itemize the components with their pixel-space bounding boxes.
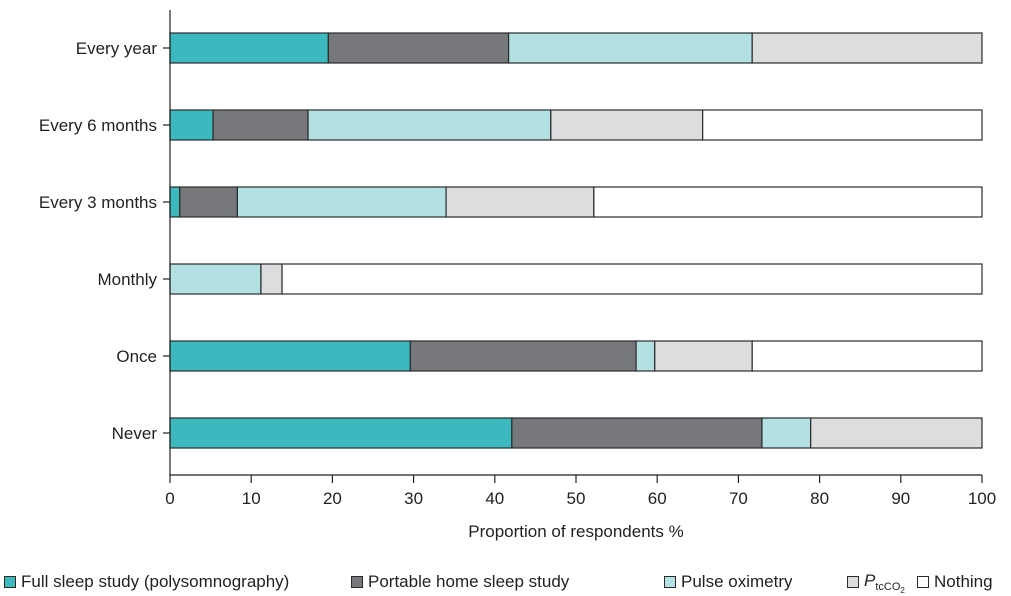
- bar-pulse-oximetry-every-3-months: [236, 186, 447, 218]
- bar-pulse-oximetry-once: [635, 340, 656, 372]
- bar-full-sleep-study-polysomnography-once: [169, 340, 411, 372]
- bar-pulse-oximetry-every-6-months: [307, 109, 552, 141]
- legend-label-ptcco2-subsub: 2: [900, 585, 905, 595]
- legend-label-portable-home-sleep-study: Portable home sleep study: [368, 572, 570, 591]
- bar-portable-home-sleep-study-once: [409, 340, 637, 372]
- y-tick-label-every-3-months: Every 3 months: [39, 193, 157, 212]
- legend-swatch-portable-home-sleep-study: [351, 576, 363, 588]
- x-tick-label-50: 50: [567, 489, 586, 508]
- bar-pulse-oximetry-never: [761, 417, 812, 449]
- x-tick-label-90: 90: [891, 489, 910, 508]
- bar-portable-home-sleep-study-every-6-months: [212, 109, 309, 141]
- x-tick-label-40: 40: [485, 489, 504, 508]
- legend-label-ptcco2-main: P: [864, 570, 876, 590]
- x-tick-label-70: 70: [729, 489, 748, 508]
- bar-ptcco2-every-year: [751, 32, 983, 64]
- x-tick-label-10: 10: [242, 489, 261, 508]
- x-tick-label-100: 100: [968, 489, 996, 508]
- stacked-bar-chart: Every year Every 6 months Every 3 months Mo…: [39, 10, 996, 541]
- legend-item-polysomnography: Full sleep study (polysomnography): [4, 571, 289, 593]
- bar-nothing-every-6-months: [702, 109, 983, 141]
- legend-swatch-polysomnography: [4, 576, 16, 588]
- legend-item-ptcco2: PtcCO2: [847, 570, 905, 595]
- legend-swatch-nothing: [917, 576, 929, 588]
- legend-item-pulse-oximetry: Pulse oximetry: [664, 571, 792, 593]
- bar-full-sleep-study-polysomnography-every-3-months: [169, 186, 181, 218]
- bar-nothing-every-3-months: [593, 186, 983, 218]
- x-tick-label-30: 30: [404, 489, 423, 508]
- x-tick-label-80: 80: [810, 489, 829, 508]
- y-tick-label-monthly: Monthly: [97, 270, 157, 289]
- bar-ptcco2-monthly: [260, 263, 283, 295]
- bar-portable-home-sleep-study-every-3-months: [179, 186, 238, 218]
- chart-legend: Full sleep study (polysomnography) Porta…: [0, 570, 1011, 595]
- x-tick-label-0: 0: [165, 489, 174, 508]
- bar-ptcco2-once: [654, 340, 753, 372]
- bar-portable-home-sleep-study-never: [511, 417, 763, 449]
- legend-label-pulse-oximetry: Pulse oximetry: [681, 572, 793, 591]
- bar-full-sleep-study-polysomnography-never: [169, 417, 513, 449]
- bar-pulse-oximetry-every-year: [508, 32, 753, 64]
- legend-swatch-pulse-oximetry: [664, 576, 676, 588]
- y-tick-label-once: Once: [116, 347, 157, 366]
- bar-portable-home-sleep-study-every-year: [327, 32, 510, 64]
- legend-label-ptcco2: PtcCO2: [864, 570, 905, 595]
- legend-label-ptcco2-sub-text: tcCO: [875, 580, 901, 593]
- legend-item-portable-home-sleep-study: Portable home sleep study: [351, 571, 569, 593]
- bar-nothing-once: [751, 340, 983, 372]
- legend-swatch-ptcco2: [847, 576, 859, 588]
- legend-label-ptcco2-sub: tcCO2: [875, 580, 905, 595]
- y-tick-label-every-6-months: Every 6 months: [39, 116, 157, 135]
- bar-ptcco2-every-6-months: [550, 109, 704, 141]
- legend-label-nothing: Nothing: [934, 572, 993, 591]
- bar-full-sleep-study-polysomnography-every-6-months: [169, 109, 214, 141]
- y-tick-label-never: Never: [112, 424, 158, 443]
- x-tick-label-20: 20: [323, 489, 342, 508]
- bar-nothing-monthly: [281, 263, 983, 295]
- bars: [169, 32, 983, 449]
- x-axis-title: Proportion of respondents %: [468, 522, 683, 541]
- x-tick-label-60: 60: [648, 489, 667, 508]
- y-tick-label-every-year: Every year: [76, 39, 158, 58]
- legend-item-nothing: Nothing: [917, 571, 993, 593]
- bar-ptcco2-every-3-months: [445, 186, 595, 218]
- bar-ptcco2-never: [810, 417, 983, 449]
- bar-full-sleep-study-polysomnography-every-year: [169, 32, 329, 64]
- legend-label-polysomnography: Full sleep study (polysomnography): [21, 572, 290, 591]
- bar-pulse-oximetry-monthly: [169, 263, 262, 295]
